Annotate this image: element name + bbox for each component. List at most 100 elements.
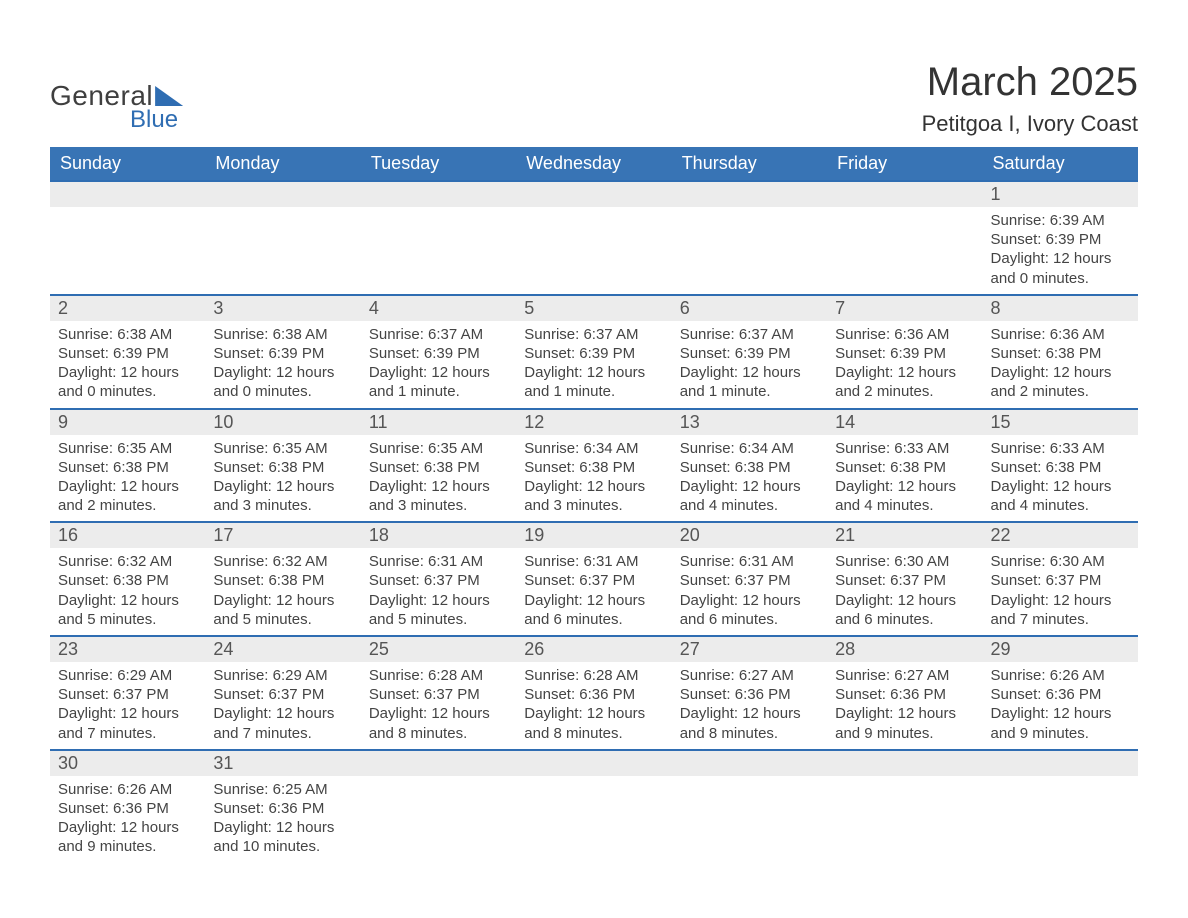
day-details-cell: Sunrise: 6:33 AMSunset: 6:38 PMDaylight:… [983,435,1138,523]
sunrise-text: Sunrise: 6:31 AM [680,552,819,571]
daylight-text: Daylight: 12 hours and 1 minute. [680,363,819,401]
sunset-text: Sunset: 6:37 PM [213,685,352,704]
day-number-cell: 17 [205,522,360,548]
sunrise-text: Sunrise: 6:33 AM [835,439,974,458]
details-row: Sunrise: 6:26 AMSunset: 6:36 PMDaylight:… [50,776,1138,863]
title-block: March 2025 Petitgoa I, Ivory Coast [922,60,1138,137]
day-number-cell [672,181,827,207]
day-number-cell: 30 [50,750,205,776]
day-number: 12 [524,412,544,432]
sunrise-text: Sunrise: 6:26 AM [991,666,1130,685]
sunset-text: Sunset: 6:37 PM [680,571,819,590]
day-number-cell: 23 [50,636,205,662]
day-details-cell: Sunrise: 6:38 AMSunset: 6:39 PMDaylight:… [50,321,205,409]
day-details-cell: Sunrise: 6:32 AMSunset: 6:38 PMDaylight:… [205,548,360,636]
day-details-cell [672,776,827,863]
daylight-text: Daylight: 12 hours and 2 minutes. [58,477,197,515]
day-number-cell: 18 [361,522,516,548]
weekday-header: Tuesday [361,147,516,181]
day-number-cell: 6 [672,295,827,321]
day-number: 26 [524,639,544,659]
sunrise-text: Sunrise: 6:30 AM [991,552,1130,571]
weekday-header: Thursday [672,147,827,181]
day-number-cell: 29 [983,636,1138,662]
day-number: 21 [835,525,855,545]
day-number-cell [516,750,671,776]
daylight-text: Daylight: 12 hours and 6 minutes. [524,591,663,629]
day-number-cell: 19 [516,522,671,548]
sunset-text: Sunset: 6:39 PM [991,230,1130,249]
day-details-cell: Sunrise: 6:28 AMSunset: 6:36 PMDaylight:… [516,662,671,750]
daylight-text: Daylight: 12 hours and 4 minutes. [835,477,974,515]
day-number: 25 [369,639,389,659]
day-number: 2 [58,298,68,318]
daylight-text: Daylight: 12 hours and 3 minutes. [524,477,663,515]
daylight-text: Daylight: 12 hours and 8 minutes. [680,704,819,742]
day-details-cell [361,207,516,295]
sunrise-text: Sunrise: 6:29 AM [58,666,197,685]
sunset-text: Sunset: 6:38 PM [369,458,508,477]
sunrise-text: Sunrise: 6:35 AM [369,439,508,458]
sunrise-text: Sunrise: 6:38 AM [213,325,352,344]
day-number-cell: 9 [50,409,205,435]
sunrise-text: Sunrise: 6:27 AM [680,666,819,685]
day-details-cell: Sunrise: 6:30 AMSunset: 6:37 PMDaylight:… [827,548,982,636]
day-number: 30 [58,753,78,773]
day-details-cell: Sunrise: 6:34 AMSunset: 6:38 PMDaylight:… [516,435,671,523]
daylight-text: Daylight: 12 hours and 4 minutes. [680,477,819,515]
sunrise-text: Sunrise: 6:29 AM [213,666,352,685]
day-number-cell [361,750,516,776]
day-number: 10 [213,412,233,432]
day-number-cell: 21 [827,522,982,548]
day-number-cell: 3 [205,295,360,321]
day-details-cell: Sunrise: 6:30 AMSunset: 6:37 PMDaylight:… [983,548,1138,636]
daylight-text: Daylight: 12 hours and 9 minutes. [991,704,1130,742]
sunset-text: Sunset: 6:39 PM [524,344,663,363]
day-number: 29 [991,639,1011,659]
day-number-cell: 7 [827,295,982,321]
sunset-text: Sunset: 6:37 PM [58,685,197,704]
day-number-cell: 4 [361,295,516,321]
day-details-cell [827,776,982,863]
calendar-page: General Blue March 2025 Petitgoa I, Ivor… [0,0,1188,918]
details-row: Sunrise: 6:39 AMSunset: 6:39 PMDaylight:… [50,207,1138,295]
day-number-cell: 31 [205,750,360,776]
sunset-text: Sunset: 6:38 PM [58,458,197,477]
day-number-cell [672,750,827,776]
day-number: 9 [58,412,68,432]
day-details-cell: Sunrise: 6:36 AMSunset: 6:38 PMDaylight:… [983,321,1138,409]
day-number: 13 [680,412,700,432]
sunrise-text: Sunrise: 6:32 AM [213,552,352,571]
day-number-cell [205,181,360,207]
day-number-cell: 15 [983,409,1138,435]
daylight-text: Daylight: 12 hours and 1 minute. [369,363,508,401]
day-details-cell [672,207,827,295]
sunrise-text: Sunrise: 6:30 AM [835,552,974,571]
details-row: Sunrise: 6:29 AMSunset: 6:37 PMDaylight:… [50,662,1138,750]
sunset-text: Sunset: 6:36 PM [58,799,197,818]
sunrise-text: Sunrise: 6:35 AM [58,439,197,458]
day-number: 4 [369,298,379,318]
day-number-cell [827,750,982,776]
location-label: Petitgoa I, Ivory Coast [922,111,1138,137]
day-details-cell [827,207,982,295]
day-details-cell [205,207,360,295]
day-details-cell: Sunrise: 6:34 AMSunset: 6:38 PMDaylight:… [672,435,827,523]
daylight-text: Daylight: 12 hours and 3 minutes. [369,477,508,515]
day-number-cell [50,181,205,207]
sunset-text: Sunset: 6:38 PM [835,458,974,477]
day-number: 14 [835,412,855,432]
day-number-cell: 25 [361,636,516,662]
day-details-cell [361,776,516,863]
daynum-row: 9101112131415 [50,409,1138,435]
daylight-text: Daylight: 12 hours and 6 minutes. [835,591,974,629]
sunrise-text: Sunrise: 6:37 AM [524,325,663,344]
day-details-cell: Sunrise: 6:29 AMSunset: 6:37 PMDaylight:… [205,662,360,750]
day-number-cell: 1 [983,181,1138,207]
day-number: 15 [991,412,1011,432]
daylight-text: Daylight: 12 hours and 4 minutes. [991,477,1130,515]
day-number-cell: 22 [983,522,1138,548]
day-number-cell [827,181,982,207]
sunset-text: Sunset: 6:39 PM [835,344,974,363]
day-details-cell [50,207,205,295]
